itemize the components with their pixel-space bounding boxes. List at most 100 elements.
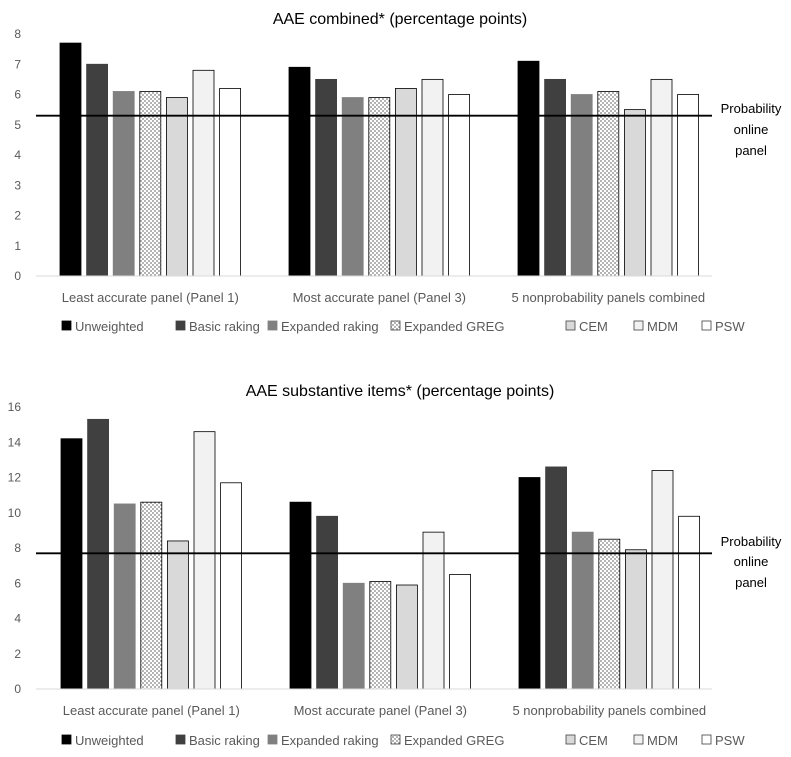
bar-expanded-raking xyxy=(112,91,135,277)
category-label: Least accurate panel (Panel 1) xyxy=(63,703,240,718)
bar-expanded-greg xyxy=(368,97,391,277)
bar-psw xyxy=(449,574,472,690)
category-label: 5 nonprobability panels combined xyxy=(512,703,706,718)
y-tick-label: 6 xyxy=(14,88,21,102)
bar-expanded-raking xyxy=(341,97,364,277)
y-tick-label: 5 xyxy=(14,118,21,132)
legend-swatch xyxy=(701,734,712,745)
bar-unweighted xyxy=(288,66,311,277)
legend-swatch xyxy=(267,734,278,745)
legend-label: Expanded GREG xyxy=(404,733,504,748)
reference-line-label: online xyxy=(734,122,769,137)
y-tick-label: 1 xyxy=(14,239,21,253)
y-tick-label: 4 xyxy=(14,612,21,626)
legend-swatch xyxy=(633,734,644,745)
bar-expanded-raking xyxy=(342,582,365,690)
category-label: 5 nonprobability panels combined xyxy=(511,290,705,305)
legend-swatch xyxy=(565,734,576,745)
reference-line-label: Probability xyxy=(721,101,782,116)
y-tick-label: 6 xyxy=(14,576,21,590)
bar-basic-raking xyxy=(86,63,108,277)
bar-unweighted xyxy=(60,438,83,690)
bar-cem xyxy=(165,97,188,277)
category-label: Least accurate panel (Panel 1) xyxy=(62,290,239,305)
bar-cem xyxy=(395,584,418,690)
y-axis: 0 1 2 3 4 5 6 7 8 xyxy=(14,27,21,283)
bar-basic-raking xyxy=(545,466,567,690)
legend-label: Expanded GREG xyxy=(404,319,504,334)
reference-line-group: Probability online panel xyxy=(36,101,782,158)
y-tick-label: 2 xyxy=(14,647,21,661)
legend-label: CEM xyxy=(579,319,608,334)
bars xyxy=(59,42,699,277)
bar-basic-raking xyxy=(544,78,566,277)
y-tick-label: 8 xyxy=(14,541,21,555)
legend-label: Expanded raking xyxy=(281,733,379,748)
legend-label: PSW xyxy=(715,319,745,334)
bar-expanded-greg xyxy=(369,581,392,690)
y-tick-label: 8 xyxy=(14,27,21,41)
category-labels: Least accurate panel (Panel 1) Most accur… xyxy=(63,703,706,718)
chart-aae-substantive: AAE substantive items* (percentage point… xyxy=(8,383,782,748)
legend-label: Unweighted xyxy=(75,319,144,334)
legend-label: MDM xyxy=(647,733,678,748)
bar-unweighted xyxy=(518,477,541,690)
bar-expanded-raking xyxy=(571,531,594,690)
legend-label: Basic raking xyxy=(189,319,260,334)
legend-swatch xyxy=(633,320,644,331)
bar-psw xyxy=(677,94,699,277)
reference-line-label: Probability xyxy=(721,534,782,549)
y-tick-label: 3 xyxy=(14,178,21,192)
bar-mdm xyxy=(650,78,673,277)
chart-aae-combined: AAE combined* (percentage points) 0 1 2 3 4 5… xyxy=(14,11,782,334)
y-tick-label: 14 xyxy=(8,435,22,449)
reference-line-label: panel xyxy=(735,575,767,590)
legend-label: PSW xyxy=(715,733,745,748)
bar-mdm xyxy=(193,431,216,690)
bar-unweighted xyxy=(289,501,312,690)
bar-mdm xyxy=(421,78,444,277)
bar-cem xyxy=(166,540,189,690)
y-tick-label: 10 xyxy=(8,506,22,520)
category-labels: Least accurate panel (Panel 1) Most accur… xyxy=(62,290,705,305)
bar-basic-raking xyxy=(315,78,338,277)
legend-swatch xyxy=(61,320,72,331)
bar-expanded-greg xyxy=(139,91,162,277)
legend-label: Basic raking xyxy=(189,733,260,748)
bar-psw xyxy=(678,515,700,690)
bar-expanded-greg xyxy=(140,501,163,690)
legend: Unweighted Basic raking Expanded raking Exp… xyxy=(61,733,745,748)
y-axis: 0 2 4 6 8 10 12 14 16 xyxy=(8,400,22,696)
bar-mdm xyxy=(422,531,445,690)
bar-expanded-greg xyxy=(597,91,620,277)
category-label: Most accurate panel (Panel 3) xyxy=(294,703,467,718)
bar-cem xyxy=(625,549,647,690)
y-tick-label: 7 xyxy=(14,57,21,71)
legend-swatch xyxy=(61,734,72,745)
bar-cem xyxy=(394,88,417,277)
bar-mdm xyxy=(651,470,674,690)
legend-label: MDM xyxy=(647,319,678,334)
legend-swatch xyxy=(565,320,576,331)
bar-unweighted xyxy=(517,60,540,277)
chart-title: AAE combined* (percentage points) xyxy=(273,11,527,28)
y-tick-label: 0 xyxy=(14,269,21,283)
reference-line-group: Probability online panel xyxy=(36,534,782,590)
bar-psw xyxy=(220,482,243,690)
bar-psw xyxy=(219,88,242,277)
legend-swatch xyxy=(175,320,186,331)
legend: Unweighted Basic raking Expanded raking Exp… xyxy=(61,319,745,334)
chart-title: AAE substantive items* (percentage point… xyxy=(246,383,555,400)
legend-label: Expanded raking xyxy=(281,319,379,334)
legend-swatch xyxy=(701,320,712,331)
bar-cem xyxy=(624,109,646,277)
bar-psw xyxy=(448,94,471,277)
bar-basic-raking xyxy=(316,515,339,690)
y-tick-label: 16 xyxy=(8,400,22,414)
category-label: Most accurate panel (Panel 3) xyxy=(293,290,466,305)
bar-unweighted xyxy=(59,42,82,277)
bar-expanded-greg xyxy=(598,538,621,690)
reference-line-label: panel xyxy=(735,143,767,158)
y-tick-label: 0 xyxy=(14,682,21,696)
